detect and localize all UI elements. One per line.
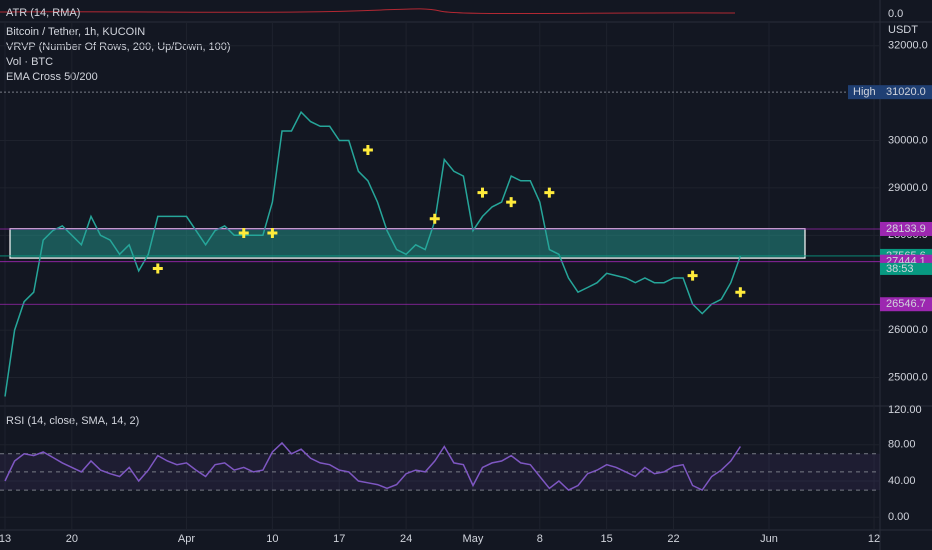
cross-marker	[152, 263, 163, 274]
cross-marker	[477, 187, 488, 198]
y-tick-label: 29000.0	[888, 182, 928, 194]
x-tick-label: Apr	[178, 533, 195, 545]
volume-tick: 120.00	[888, 404, 922, 416]
indicator-label: VRVP (Number Of Rows, 200, Up/Down, 100)	[6, 41, 231, 53]
x-tick-label: 10	[266, 533, 278, 545]
price-label-bg	[880, 297, 932, 312]
atr-line	[0, 8, 736, 15]
y-tick-label: 0.00	[888, 511, 909, 523]
cross-marker	[267, 227, 278, 238]
y-tick-label: 26000.0	[888, 324, 928, 336]
price-label: 26546.7	[886, 298, 926, 310]
currency: USDT	[888, 24, 918, 36]
countdown: 38:53	[886, 263, 914, 275]
cross-marker	[687, 270, 698, 281]
indicator-label: EMA Cross 50/200	[6, 71, 98, 83]
high-label-bg	[848, 85, 880, 100]
cross-marker	[362, 145, 373, 155]
x-tick-label: May	[463, 533, 484, 545]
y-tick-label: 25000.0	[888, 371, 928, 383]
y-tick-label: 80.00	[888, 439, 916, 451]
countdown-bg	[880, 262, 932, 275]
rsi-label: RSI (14, close, SMA, 14, 2)	[6, 415, 139, 427]
atr-tick: 0.0	[888, 8, 903, 20]
x-tick-label: Jun	[760, 533, 778, 545]
x-tick-label: 20	[66, 533, 78, 545]
x-tick-label: 13	[0, 533, 11, 545]
cross-marker	[544, 187, 555, 198]
y-tick-label: 32000.0	[888, 40, 928, 52]
price-label: 31020.0	[886, 86, 926, 98]
x-tick-label: 8	[537, 533, 543, 545]
x-tick-label: 15	[601, 533, 613, 545]
cross-marker	[735, 287, 746, 298]
symbol-title: Bitcoin / Tether, 1h, KUCOIN	[6, 26, 145, 38]
cross-marker	[429, 213, 440, 224]
price-label-bg	[880, 221, 932, 236]
indicator-label: Vol · BTC	[6, 56, 53, 68]
cross-marker	[238, 227, 249, 238]
price-line	[4, 110, 742, 397]
price-line	[4, 441, 742, 492]
x-tick-label: 17	[333, 533, 345, 545]
atr-label: ATR (14, RMA)	[6, 7, 80, 19]
x-tick-label: 22	[667, 533, 679, 545]
y-tick-label: 40.00	[888, 475, 916, 487]
price-label-bg	[880, 85, 932, 100]
high-label: High	[853, 86, 876, 98]
x-tick-label: 12	[868, 533, 880, 545]
y-tick-label: 30000.0	[888, 134, 928, 146]
cross-marker	[506, 197, 517, 208]
price-label: 28133.9	[886, 223, 926, 235]
x-tick-label: 24	[400, 533, 412, 545]
